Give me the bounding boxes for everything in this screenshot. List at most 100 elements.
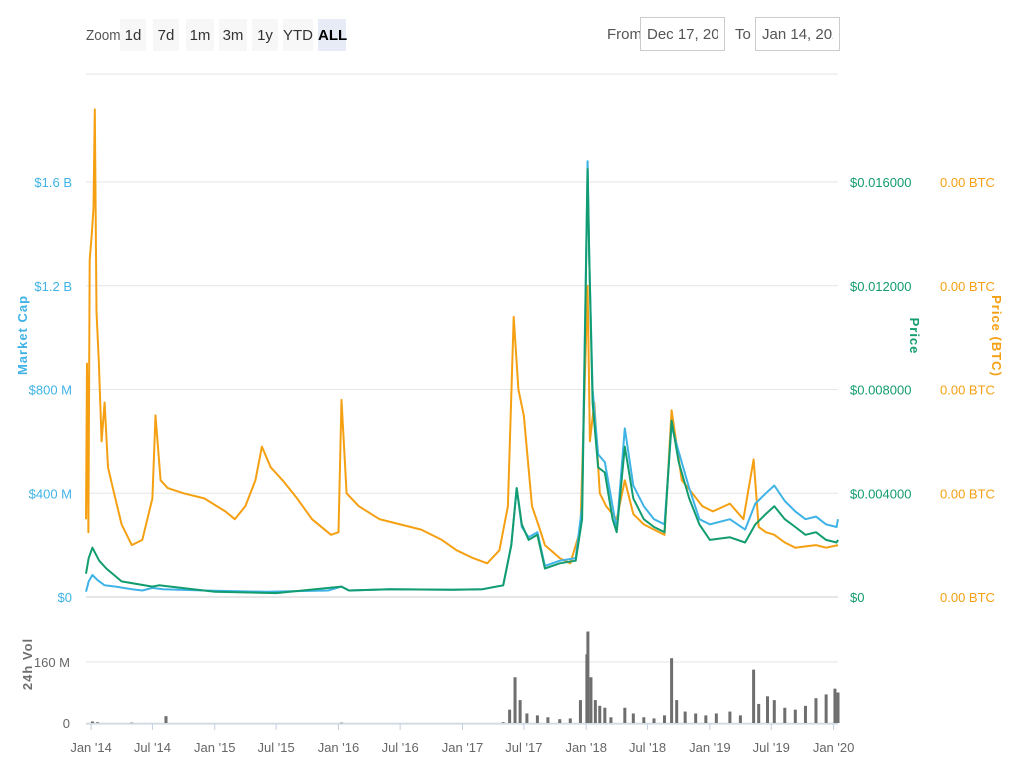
zoom-7d-button[interactable]: 7d <box>153 19 179 51</box>
market-cap-line <box>85 160 839 593</box>
x-tick-label: Jan '20 <box>813 740 855 755</box>
from-date-input[interactable] <box>640 17 725 51</box>
volume-bar <box>525 713 529 723</box>
volume-bar <box>752 669 756 723</box>
x-tick-label: Jul '19 <box>753 740 790 755</box>
volume-bar <box>766 696 770 723</box>
x-axis-ticks: Jan '14 Jul '14 Jan '15 Jul '15 Jan '16 Jul '… <box>70 724 854 755</box>
volume-bar <box>694 713 698 723</box>
volume-bar <box>586 631 590 723</box>
volume-bar <box>164 716 168 723</box>
x-tick-label: Jan '17 <box>442 740 484 755</box>
volume-axis-ticks: 0 160 M <box>34 655 70 731</box>
volume-bar <box>598 705 602 723</box>
market-cap-tick-label: $1.6 B <box>34 175 72 190</box>
price-btc-line <box>85 108 839 565</box>
volume-bar <box>508 709 512 723</box>
to-date-input[interactable] <box>755 17 840 51</box>
x-tick-label: Jul '14 <box>134 740 171 755</box>
volume-bar <box>772 700 776 723</box>
btc-tick-label: 0.00 BTC <box>940 486 995 501</box>
btc-tick-label: 0.00 BTC <box>940 175 995 190</box>
price-tick-label: $0 <box>850 590 864 605</box>
range-toolbar: Zoom 1d 7d 1m 3m 1y YTD ALL From To <box>0 0 1024 75</box>
volume-bar <box>652 718 656 723</box>
volume-bar <box>501 722 505 723</box>
zoom-label: Zoom <box>86 27 121 44</box>
volume-bar <box>609 717 613 723</box>
volume-bar <box>683 711 687 723</box>
volume-bar <box>568 718 572 723</box>
zoom-ytd-button[interactable]: YTD <box>283 19 313 51</box>
price-axis-ticks: $0 $0.004000 $0.008000 $0.012000 $0.016000 <box>850 175 911 605</box>
price-tick-label: $0.012000 <box>850 279 911 294</box>
btc-tick-label: 0.00 BTC <box>940 279 995 294</box>
volume-bar <box>833 688 837 723</box>
price-line <box>85 168 839 595</box>
volume-bar <box>824 694 828 723</box>
volume-bar <box>670 658 674 723</box>
market-cap-tick-label: $400 M <box>29 486 72 501</box>
x-tick-label: Jan '18 <box>565 740 607 755</box>
volume-bar <box>593 700 597 723</box>
price-btc-axis-title: Price (BTC) <box>989 295 1004 377</box>
zoom-1d-button[interactable]: 1d <box>120 19 146 51</box>
volume-axis-title: 24h Vol <box>20 638 35 690</box>
to-label: To <box>735 26 751 43</box>
volume-bar <box>728 711 732 723</box>
volume-bar <box>340 722 344 724</box>
volume-bar <box>757 703 761 723</box>
x-tick-label: Jul '18 <box>629 740 666 755</box>
volume-bar <box>96 722 100 723</box>
volume-tick-label: 0 <box>63 716 70 731</box>
market-cap-tick-label: $0 <box>58 590 72 605</box>
volume-bar <box>803 705 807 723</box>
volume-bar <box>793 709 797 723</box>
volume-bar <box>518 700 522 723</box>
volume-bar <box>704 715 708 723</box>
zoom-3m-button[interactable]: 3m <box>219 19 247 51</box>
left-axis-ticks: $0 $400 M $800 M $1.2 B $1.6 B <box>29 175 72 605</box>
price-tick-label: $0.008000 <box>850 383 911 398</box>
market-cap-tick-label: $800 M <box>29 383 72 398</box>
volume-bar <box>546 717 550 723</box>
price-tick-label: $0.004000 <box>850 486 911 501</box>
from-label: From <box>607 26 642 43</box>
volume-bar <box>642 717 646 723</box>
x-tick-label: Jan '19 <box>689 740 731 755</box>
volume-bar <box>675 700 679 723</box>
volume-bar <box>662 715 666 723</box>
volume-bar <box>513 677 517 723</box>
x-tick-label: Jul '15 <box>258 740 295 755</box>
volume-bar <box>589 677 593 723</box>
market-cap-axis-title: Market Cap <box>15 295 30 375</box>
zoom-all-button[interactable]: ALL <box>318 19 347 51</box>
volume-bar <box>631 713 635 723</box>
volume-bar <box>623 707 627 723</box>
volume-bar <box>783 707 787 723</box>
volume-bar <box>535 715 539 723</box>
btc-tick-label: 0.00 BTC <box>940 590 995 605</box>
grid-lines <box>86 73 838 725</box>
volume-bar <box>836 692 840 723</box>
x-tick-label: Jul '17 <box>505 740 542 755</box>
volume-bar <box>578 700 582 723</box>
x-tick-label: Jul '16 <box>382 740 419 755</box>
btc-axis-ticks: 0.00 BTC 0.00 BTC 0.00 BTC 0.00 BTC 0.00 BTC <box>940 175 995 605</box>
series-lines <box>85 108 839 595</box>
volume-bar <box>558 719 562 723</box>
zoom-1m-button[interactable]: 1m <box>186 19 214 51</box>
x-tick-label: Jan '16 <box>318 740 360 755</box>
volume-bar <box>603 707 607 723</box>
volume-tick-label: 160 M <box>34 655 70 670</box>
volume-bar <box>738 715 742 723</box>
volume-bar <box>130 722 134 724</box>
market-cap-tick-label: $1.2 B <box>34 279 72 294</box>
price-tick-label: $0.016000 <box>850 175 911 190</box>
zoom-1y-button[interactable]: 1y <box>252 19 278 51</box>
price-axis-title: Price <box>907 318 922 355</box>
x-tick-label: Jan '14 <box>70 740 112 755</box>
volume-bar <box>814 698 818 723</box>
volume-bar <box>714 713 718 723</box>
